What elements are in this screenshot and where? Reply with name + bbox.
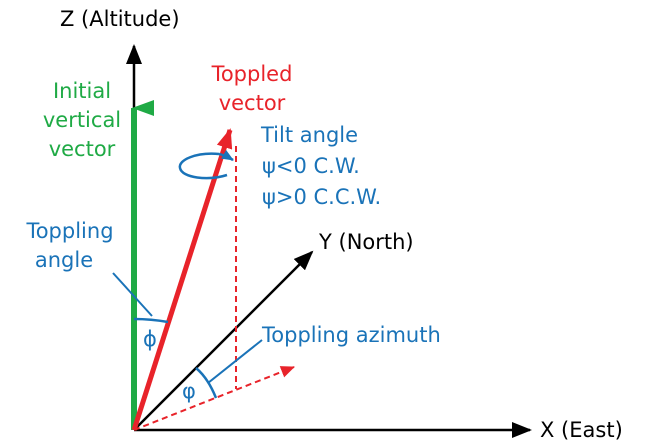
tilt-angle-cw-label: ψ<0 C.W. xyxy=(262,154,360,178)
tilt-rotation-arrowhead xyxy=(218,150,234,162)
toppling-azimuth-label: Toppling azimuth xyxy=(261,323,441,347)
tilt-angle-label: Tilt angle xyxy=(260,123,358,147)
initial-vector-label-line1: Initial xyxy=(53,79,111,103)
y-axis-line xyxy=(133,250,314,431)
toppling-azimuth-arc xyxy=(195,367,218,399)
toppled-vector-label-line2: vector xyxy=(219,91,286,115)
initial-vector-label-line2: vertical xyxy=(43,108,121,132)
toppling-angle-arc xyxy=(133,317,169,324)
varphi-symbol: φ xyxy=(182,379,196,403)
toppled-vector-label-line1: Toppled xyxy=(211,62,293,86)
phi-symbol: ϕ xyxy=(143,327,157,351)
y-axis-label: Y (North) xyxy=(318,230,414,254)
tilt-angle-ccw-label: ψ>0 C.C.W. xyxy=(262,185,381,209)
toppling-azimuth-leader xyxy=(207,339,263,384)
z-axis-label: Z (Altitude) xyxy=(60,7,180,31)
toppling-angle-leader xyxy=(112,272,153,317)
toppling-angle-label-line2: angle xyxy=(35,248,93,272)
azimuth-projection-arrow xyxy=(133,366,295,431)
toppling-angle-label-line1: Toppling xyxy=(25,219,113,243)
initial-vector-label-line3: vector xyxy=(49,137,116,161)
x-axis-label: X (East) xyxy=(540,418,623,442)
tilt-rotation-arrow xyxy=(178,152,228,180)
toppled-vector xyxy=(131,128,233,431)
